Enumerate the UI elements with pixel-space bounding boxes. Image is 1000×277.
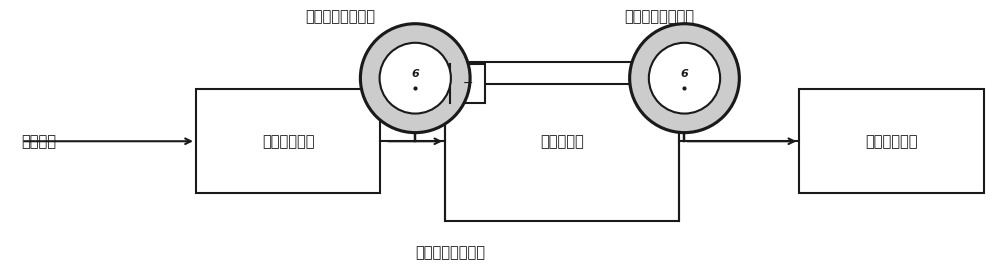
Ellipse shape [630, 24, 739, 133]
Bar [415, 65, 485, 103]
Ellipse shape [360, 24, 470, 133]
Bar [445, 62, 679, 221]
Text: 6: 6 [681, 69, 688, 79]
Text: 高精度压差传感器: 高精度压差传感器 [415, 245, 485, 260]
Text: 岩心夹持器: 岩心夹持器 [540, 134, 584, 149]
Text: 下游端压力传感器: 下游端压力传感器 [625, 9, 695, 24]
Text: 上游端死体积: 上游端死体积 [262, 134, 314, 149]
Bar [799, 89, 984, 193]
Text: 下游端死体积: 下游端死体积 [865, 134, 918, 149]
Text: 6: 6 [411, 69, 419, 79]
Ellipse shape [649, 43, 720, 114]
Text: +: + [427, 77, 438, 90]
Text: −: − [462, 77, 473, 90]
Text: 恒压注入: 恒压注入 [21, 134, 56, 149]
Bar [196, 89, 380, 193]
Text: 上游端压力传感器: 上游端压力传感器 [305, 9, 375, 24]
Ellipse shape [380, 43, 451, 114]
